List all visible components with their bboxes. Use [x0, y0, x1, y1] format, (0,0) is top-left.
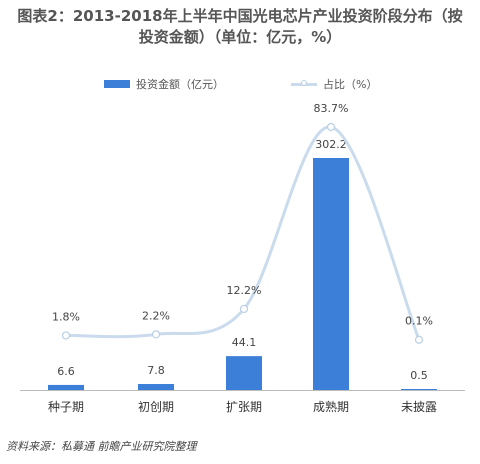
- legend-bar-swatch: [104, 80, 130, 88]
- x-tick-label-5: 未披露: [401, 400, 437, 414]
- bar-value-label-4: 302.2: [315, 138, 347, 151]
- bar-value-label-1: 6.6: [57, 365, 75, 378]
- share-marker-5: [414, 335, 424, 344]
- bar-3: [226, 356, 262, 390]
- bar-value-label-2: 7.8: [147, 364, 165, 377]
- x-tick-label-3: 扩张期: [226, 400, 262, 414]
- share-marker-4: [326, 122, 336, 132]
- legend-line-label: 占比（%）: [323, 78, 378, 91]
- bar-1: [48, 384, 84, 390]
- share-value-label-2: 2.2%: [142, 309, 170, 322]
- legend-line-swatch: [291, 80, 317, 86]
- chart-legend: 投资金额（亿元） 占比（%）: [0, 76, 480, 92]
- bar-value-label-3: 44.1: [232, 336, 257, 349]
- chart-title-line-2: 投资金额）（单位：亿元，%）: [138, 28, 342, 46]
- share-marker-2: [151, 330, 161, 339]
- share-value-label-3: 12.2%: [227, 284, 262, 297]
- share-marker-3: [239, 304, 249, 314]
- bar-2: [138, 384, 174, 390]
- x-tick-label-4: 成熟期: [313, 399, 349, 414]
- x-tick-label-1: 种子期: [48, 400, 84, 414]
- legend-bar-label: 投资金额（亿元）: [136, 78, 224, 91]
- source-note: 资料来源：私募通 前瞻产业研究院整理: [6, 440, 197, 453]
- legend-item-amount: 投资金额（亿元）: [104, 76, 224, 92]
- share-line-series: [65, 125, 421, 341]
- bar-value-label-5: 0.5: [410, 369, 428, 382]
- bar-5: [401, 389, 437, 390]
- bar-4: [313, 158, 349, 390]
- legend-item-share: 占比（%）: [291, 76, 377, 92]
- x-tick-label-2: 初创期: [138, 400, 174, 414]
- chart-title-line-1: 图表2：2013-2018年上半年中国光电芯片产业投资阶段分布（按: [17, 7, 463, 25]
- share-value-label-5: 0.1%: [405, 315, 433, 328]
- share-value-label-4: 83.7%: [314, 102, 349, 115]
- share-marker-1: [61, 331, 71, 340]
- chart-title: 图表2：2013-2018年上半年中国光电芯片产业投资阶段分布（按 投资金额）（…: [10, 6, 470, 48]
- share-value-label-1: 1.8%: [52, 310, 80, 323]
